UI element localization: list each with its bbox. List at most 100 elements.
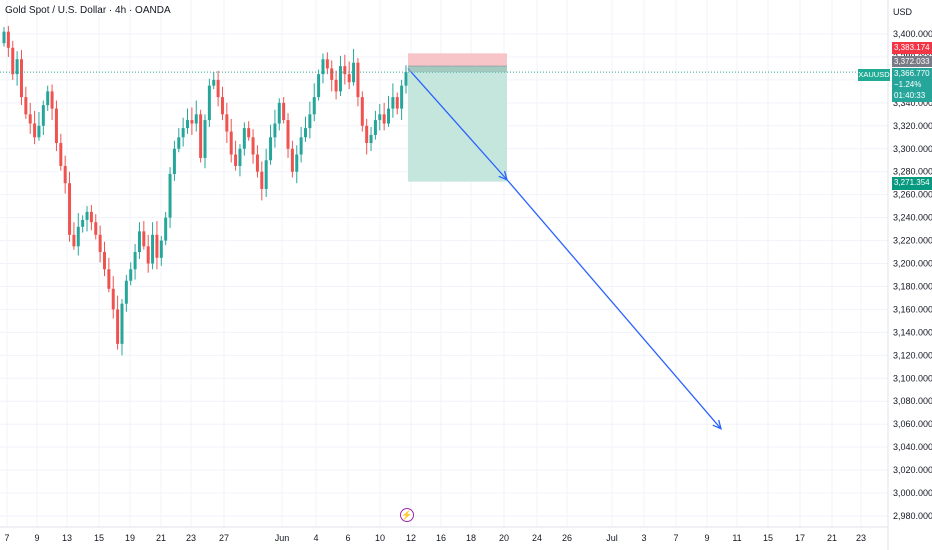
candle (159, 235, 163, 266)
time-tick-label: 9 (34, 533, 39, 543)
time-tick-label: 17 (795, 533, 805, 543)
candle-body (28, 114, 32, 124)
candle (164, 211, 168, 246)
candle-body (133, 252, 137, 270)
candle-body (81, 219, 85, 227)
time-tick-label: 16 (436, 533, 446, 543)
candle-body (68, 183, 72, 235)
arrow-head (712, 419, 722, 430)
candle-body (50, 91, 54, 109)
candle-body (356, 62, 360, 98)
open-pnl-zone (408, 66, 507, 73)
candle-body (142, 231, 146, 247)
candle-body (238, 148, 242, 166)
candle (391, 83, 395, 118)
candle-body (295, 154, 299, 172)
candle-body (220, 97, 224, 115)
candle (15, 51, 19, 86)
candle (6, 25, 10, 57)
candle (151, 222, 155, 270)
time-tick-label: 18 (466, 533, 476, 543)
time-tick-label: 20 (499, 533, 509, 543)
candle (172, 140, 176, 181)
candle (277, 98, 281, 131)
candle (343, 54, 347, 85)
candle (330, 60, 334, 92)
candle-body (63, 165, 67, 184)
candle-body (151, 234, 155, 264)
candle (225, 102, 229, 144)
price-tick-label: 3,140.000 (893, 327, 932, 337)
candle (41, 100, 45, 135)
candle-body (159, 240, 163, 258)
candlestick-series (2, 25, 408, 356)
bar-countdown: 01:40:33 (894, 91, 926, 100)
candle (325, 52, 329, 75)
time-tick-label: 24 (532, 533, 542, 543)
candle (28, 102, 32, 134)
candle-body (290, 148, 294, 172)
candle (181, 117, 185, 147)
candle-body (299, 137, 303, 155)
candle-body (229, 131, 233, 155)
candle-body (186, 120, 190, 129)
time-tick-label: 4 (313, 533, 318, 543)
candle-body (207, 85, 211, 121)
candle-body (98, 234, 102, 253)
candle (360, 91, 364, 132)
candle-body (273, 123, 277, 138)
time-tick-label: Jun (275, 533, 290, 543)
candle (247, 121, 251, 141)
candle-body (11, 47, 15, 75)
time-tick-label: 21 (156, 533, 166, 543)
currency-label[interactable]: USD (893, 7, 913, 17)
candle (356, 58, 360, 107)
price-tick-label: 3,260.000 (893, 190, 932, 200)
price-tick-label: 3,040.000 (893, 442, 932, 452)
candle (334, 70, 338, 100)
candle-body (264, 160, 268, 189)
target-price-tag: 3,271.354 (892, 177, 932, 190)
candle-body (269, 137, 273, 161)
price-tick-label: 3,280.000 (893, 167, 932, 177)
candle-body (85, 211, 89, 220)
time-tick-label: 7 (673, 533, 678, 543)
candle-body (225, 114, 229, 132)
lightning-icon[interactable]: ⚡ (400, 508, 414, 522)
candle (286, 113, 290, 158)
candle (229, 118, 233, 163)
candle-body (312, 97, 316, 115)
current-price-change: −1.24% (894, 80, 922, 89)
candle-body (400, 85, 404, 109)
candle (37, 112, 41, 141)
price-tick-label: 3,000.000 (893, 488, 932, 498)
candle-body (168, 174, 172, 218)
price-axis[interactable]: 2,980.000 3,000.000 3,020.000 3,040.000 3,06… (893, 29, 932, 521)
price-tick-label: 3,200.000 (893, 259, 932, 269)
candle-body (33, 123, 37, 138)
candle (212, 71, 216, 90)
candle (295, 145, 299, 184)
time-tick-label: 19 (125, 533, 135, 543)
candle-body (177, 137, 181, 149)
projection-arrow[interactable] (407, 67, 722, 430)
candle-body (111, 288, 115, 310)
candle-body (360, 97, 364, 126)
candle (220, 86, 224, 121)
time-tick-label: 10 (375, 533, 385, 543)
candle-body (234, 154, 238, 166)
stop-loss-zone[interactable] (408, 53, 507, 67)
time-axis[interactable]: 7 9 13 15 19 21 23 27 Jun 4 6 10 12 16 18 20 24 26 Jul 3 7 9 1… (4, 533, 866, 543)
candle-body (124, 280, 128, 304)
candle (273, 109, 277, 148)
candle (251, 129, 255, 164)
price-tick-label: 2,980.000 (893, 511, 932, 521)
candle (404, 65, 408, 94)
candle (89, 204, 93, 231)
price-tick-label: 3,340.000 (893, 98, 932, 108)
candle (81, 215, 85, 233)
candle-body (404, 72, 408, 86)
candle-body (199, 114, 203, 158)
candle-body (129, 269, 133, 281)
